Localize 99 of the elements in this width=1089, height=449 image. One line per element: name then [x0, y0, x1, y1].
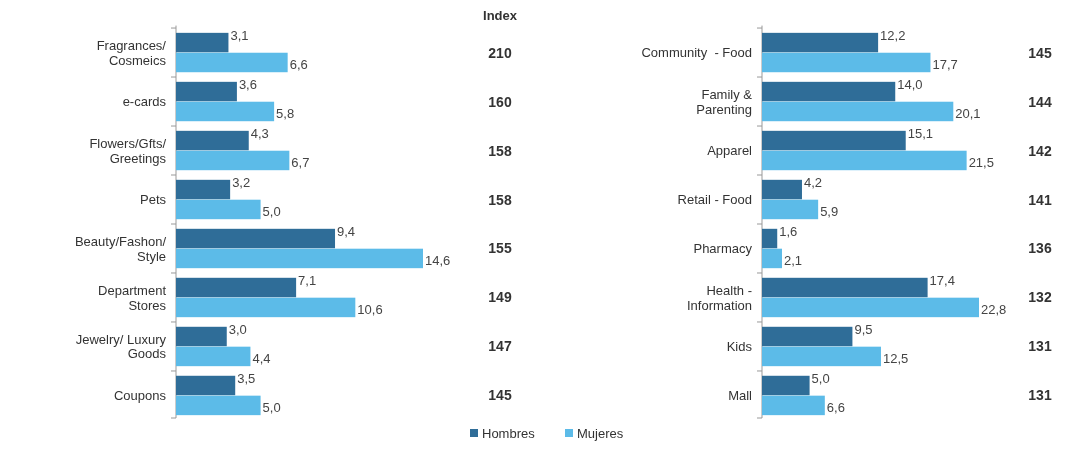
bar — [176, 150, 290, 171]
bar — [762, 81, 896, 102]
text: 141 — [1028, 191, 1052, 208]
text: 145 — [1028, 44, 1052, 61]
data-label: 3,2 — [232, 174, 251, 190]
legend-label: Mujeres — [577, 426, 624, 441]
y-tick-label: Coupons — [113, 388, 167, 404]
bar — [762, 326, 853, 347]
y-tick-label: Pets — [139, 192, 167, 208]
bar — [176, 297, 356, 318]
data-label: 3,0 — [228, 321, 247, 337]
bar — [762, 101, 954, 122]
y-tick-label: Health - Information — [686, 282, 752, 313]
text: 160 — [488, 93, 512, 110]
bar — [762, 346, 881, 367]
bar — [762, 199, 819, 220]
data-label: 5,0 — [262, 204, 281, 220]
y-tick-label: Pharmacy — [693, 241, 753, 257]
bar — [176, 228, 336, 249]
text: Index — [483, 8, 518, 23]
y-tick-label: Apparel — [707, 143, 753, 159]
data-label: 22,8 — [981, 302, 1007, 318]
data-label: 4,3 — [250, 125, 269, 141]
bar — [762, 297, 979, 318]
y-tick-label: Mall — [728, 388, 753, 404]
data-label: 5,0 — [262, 400, 281, 416]
y-tick-label: e-cards — [122, 94, 167, 110]
bar — [176, 326, 227, 347]
data-label: 1,6 — [779, 223, 798, 239]
data-label: 20,1 — [955, 106, 981, 122]
text: 155 — [488, 240, 512, 257]
data-label: 5,9 — [820, 204, 839, 220]
text: 142 — [1028, 142, 1052, 159]
data-label: 6,7 — [291, 155, 310, 171]
text: 158 — [488, 191, 512, 208]
legend-label: Hombres — [482, 426, 536, 441]
y-tick-label: Family & Parenting — [696, 86, 753, 117]
data-label: 2,1 — [783, 253, 803, 269]
data-label: 5,8 — [276, 106, 295, 122]
text: 136 — [1028, 240, 1052, 257]
data-label: 7,1 — [298, 272, 317, 288]
text: 132 — [1028, 289, 1052, 306]
text: 145 — [488, 387, 512, 404]
text: 131 — [1028, 338, 1052, 355]
text: 158 — [488, 142, 512, 159]
bar — [176, 32, 229, 53]
y-tick-label: Fragrances/ Cosmeics — [96, 37, 167, 68]
bar — [762, 32, 879, 53]
data-label: 10,6 — [357, 302, 383, 318]
bar — [176, 199, 261, 220]
bar — [762, 277, 928, 298]
y-tick-label: Retail - Food — [677, 192, 752, 208]
bar — [176, 130, 249, 151]
y-tick-label: Flowers/Gfts/ Greetings — [89, 135, 167, 166]
text: 131 — [1028, 387, 1052, 404]
bar — [762, 248, 782, 269]
data-label: 17,7 — [932, 57, 958, 73]
data-label: 12,5 — [882, 351, 909, 367]
bar — [762, 375, 810, 396]
bar — [762, 150, 967, 171]
data-label: 3,1 — [230, 27, 249, 43]
y-tick-label: Jewelry/ Luxury Goods — [75, 331, 167, 362]
bar — [176, 179, 231, 200]
y-tick-label: Kids — [726, 339, 753, 355]
data-label: 15,1 — [907, 125, 934, 141]
bar — [176, 81, 237, 102]
data-label: 5,0 — [811, 370, 830, 386]
data-label: 12,2 — [880, 27, 906, 43]
data-label: 4,2 — [803, 174, 823, 190]
data-label: 14,0 — [897, 76, 923, 92]
text: 210 — [488, 44, 512, 61]
data-label: 3,6 — [238, 76, 257, 92]
bar — [176, 277, 297, 298]
bar — [176, 101, 275, 122]
bar — [176, 395, 261, 416]
data-label: 4,4 — [252, 351, 271, 367]
data-label: 21,5 — [968, 155, 994, 171]
bar — [176, 248, 423, 269]
data-label: 6,6 — [826, 400, 845, 416]
text: 147 — [488, 338, 512, 355]
data-label: 9,5 — [854, 321, 873, 337]
y-tick-label: Community - Food — [641, 45, 752, 61]
text: 144 — [1028, 93, 1052, 110]
bar — [762, 395, 825, 416]
data-label: 14,6 — [425, 253, 451, 269]
data-label: 6,6 — [289, 57, 308, 73]
y-tick-label: Department Stores — [98, 282, 167, 313]
bar — [762, 130, 906, 151]
bar — [176, 375, 236, 396]
data-label: 9,4 — [337, 223, 356, 239]
bar — [176, 346, 251, 367]
text: 149 — [488, 289, 512, 306]
data-label: 17,4 — [929, 272, 955, 288]
bar — [762, 52, 931, 73]
bar — [176, 52, 288, 73]
bar — [762, 179, 802, 200]
bar — [762, 228, 778, 249]
data-label: 3,5 — [237, 370, 256, 386]
y-tick-label: Beauty/Fashon/ Style — [74, 233, 167, 264]
